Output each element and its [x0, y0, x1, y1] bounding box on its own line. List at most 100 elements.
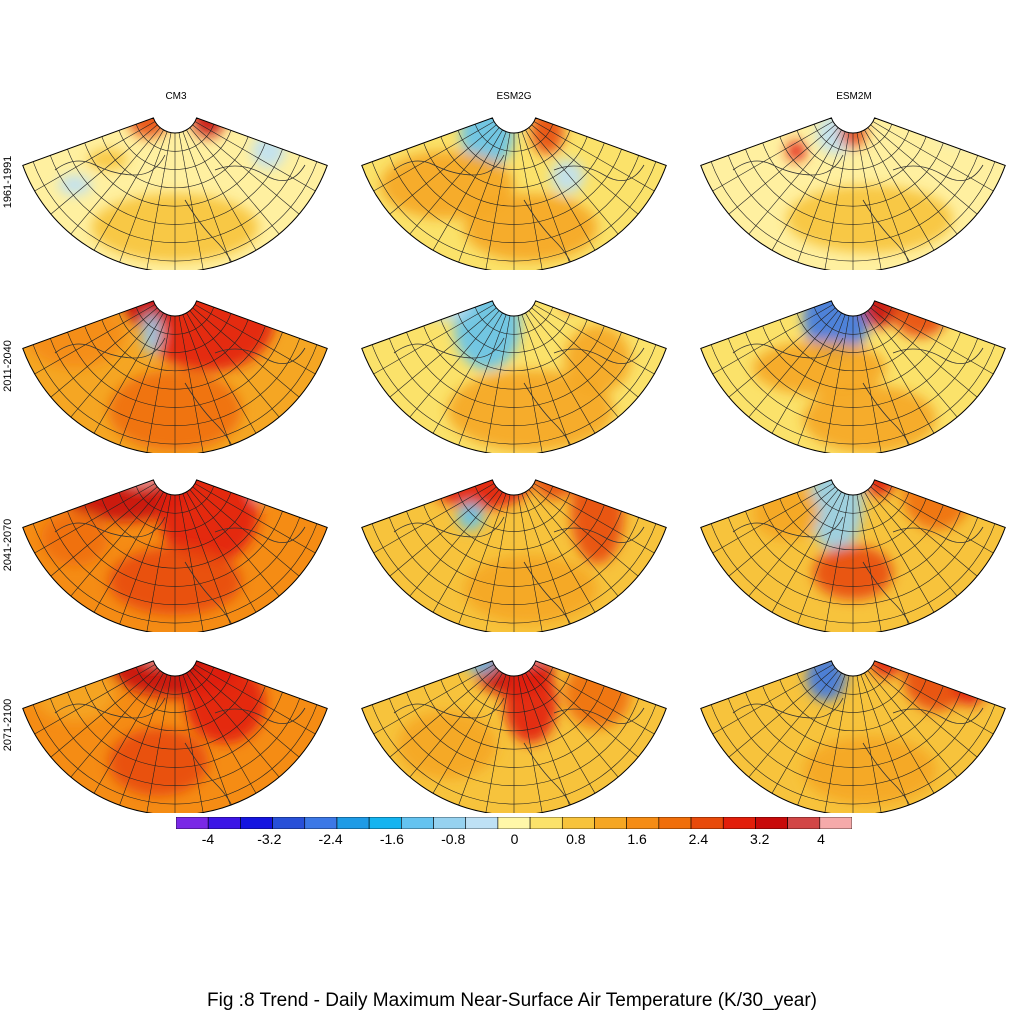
map-panel-esm2m-1961-1991: [686, 100, 1020, 270]
meridian-line: [748, 670, 839, 778]
meridian-line: [525, 491, 596, 613]
meridian-line: [531, 667, 639, 758]
temperature-trend-patch: [802, 736, 937, 805]
temperature-trend-patch: [88, 149, 129, 170]
map-panel-esm2m-2071-2100: [686, 643, 1020, 813]
sector-outline: [361, 117, 667, 270]
meridian-line: [528, 127, 619, 235]
polar-sector-map: [700, 660, 1006, 813]
meridian-line: [525, 312, 596, 434]
meridian-line: [867, 127, 958, 235]
meridian-line: [533, 304, 655, 375]
meridian-line: [485, 675, 511, 813]
meridian-line: [824, 675, 850, 813]
sector-outline: [700, 117, 1006, 270]
meridian-line: [748, 310, 839, 418]
colorbar-tick-label: 2.4: [688, 831, 709, 847]
parallel-line: [474, 486, 554, 514]
parallel-line: [388, 155, 640, 244]
meridian-line: [870, 307, 978, 398]
meridian-line: [93, 129, 164, 251]
meridian-line: [872, 304, 994, 375]
parallel-line: [388, 698, 640, 787]
meridian-line: [432, 312, 503, 434]
polar-sector-map: [22, 660, 328, 813]
parallel-line: [779, 679, 927, 732]
parallel-line: [762, 142, 944, 207]
meridian-line: [867, 670, 958, 778]
meridian-line: [864, 129, 935, 251]
temperature-trend-patch: [24, 300, 125, 368]
meridian-line: [194, 304, 316, 375]
temperature-trend-patch: [806, 660, 847, 701]
meridian-line: [771, 672, 842, 794]
meridian-line: [93, 672, 164, 794]
meridian-line: [119, 314, 168, 446]
colorbar-tick-label: -1.6: [379, 831, 404, 847]
meridian-line: [856, 675, 882, 813]
meridian-line: [797, 131, 846, 263]
meridian-line: [458, 674, 507, 806]
meridian-line: [432, 129, 503, 251]
coastline: [54, 337, 306, 453]
sector-outline: [361, 479, 667, 632]
temperature-trend-patch: [423, 300, 471, 321]
colorbar-segment: [207, 817, 241, 829]
temperature-trend-patch: [936, 117, 984, 143]
meridian-line: [485, 132, 511, 270]
meridian-line: [824, 132, 850, 270]
temperature-trend-patch: [570, 479, 625, 564]
parallel-line: [32, 161, 318, 262]
meridian-line: [870, 124, 978, 215]
parallel-line: [371, 704, 657, 805]
parallel-line: [371, 161, 657, 262]
meridian-line: [531, 307, 639, 398]
temperature-trend-patch: [503, 661, 558, 744]
meridian-line: [194, 664, 316, 735]
temperature-trend-patch: [58, 174, 92, 196]
parallel-line: [135, 124, 215, 152]
meridian-line: [373, 483, 495, 554]
colorbar-segment: [561, 817, 595, 829]
temperature-trend-patch: [863, 479, 897, 496]
meridian-line: [409, 127, 500, 235]
colorbar-segment: [176, 817, 209, 829]
meridian-line: [373, 121, 495, 192]
map-panel-cm3-1961-1991: [8, 100, 342, 270]
parallel-line: [440, 679, 588, 732]
temperature-trend-patch: [457, 502, 484, 530]
meridian-line: [178, 315, 204, 453]
coastline: [393, 516, 645, 632]
sector-outline: [700, 479, 1006, 632]
meridian-line: [192, 486, 300, 577]
meridian-line: [867, 489, 958, 597]
parallel-line: [118, 492, 232, 532]
colorbar-tick-label: 3.2: [749, 831, 770, 847]
meridian-line: [70, 310, 161, 418]
meridian-line: [70, 127, 161, 235]
parallel-line: [813, 124, 893, 152]
map-panel-cm3-2011-2040: [8, 283, 342, 453]
meridian-line: [432, 672, 503, 794]
colorbar-tick-label: -3.2: [257, 831, 282, 847]
sector-outline: [700, 660, 1006, 813]
meridian-line: [797, 674, 846, 806]
meridian-line: [373, 664, 495, 735]
parallel-line: [406, 692, 622, 768]
meridian-line: [485, 494, 511, 632]
map-panel-esm2m-2041-2070: [686, 462, 1020, 632]
parallel-line: [67, 692, 283, 768]
polar-sector-map: [361, 660, 667, 813]
colorbar-segment: [529, 817, 563, 829]
temperature-trend-patch: [786, 185, 954, 253]
meridian-line: [872, 121, 994, 192]
temperature-trend-patch: [34, 666, 115, 722]
parallel-line: [440, 136, 588, 189]
colorbar-segment: [497, 817, 531, 829]
meridian-line: [192, 124, 300, 215]
parallel-line: [84, 504, 266, 569]
meridian-line: [194, 121, 316, 192]
colorbar-segment: [368, 817, 402, 829]
parallel-line: [118, 673, 232, 713]
meridian-line: [119, 674, 168, 806]
